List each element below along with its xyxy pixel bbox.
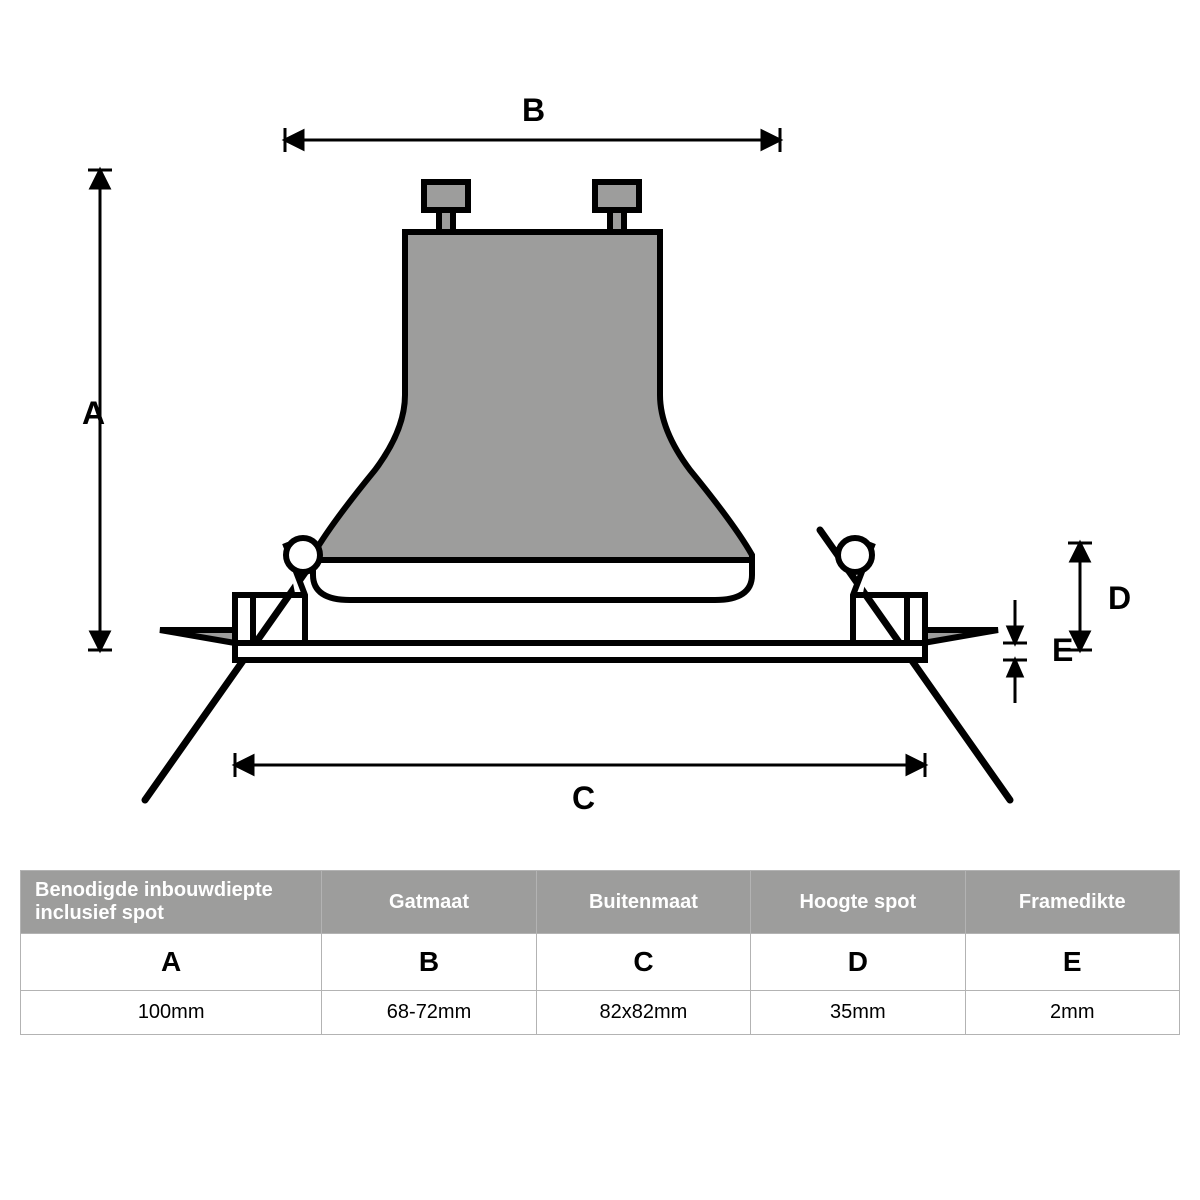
- technical-diagram: A B C D E: [0, 0, 1200, 870]
- cell-letter-D: D: [751, 934, 965, 991]
- col-header-B: Gatmaat: [322, 871, 536, 934]
- col-header-C: Buitenmaat: [536, 871, 750, 934]
- cell-letter-E: E: [965, 934, 1179, 991]
- cell-letter-C: C: [536, 934, 750, 991]
- cell-value-C: 82x82mm: [536, 991, 750, 1035]
- cell-value-B: 68-72mm: [322, 991, 536, 1035]
- cell-letter-B: B: [322, 934, 536, 991]
- col-header-D: Hoogte spot: [751, 871, 965, 934]
- table-value-row: 100mm 68-72mm 82x82mm 35mm 2mm: [21, 991, 1180, 1035]
- cell-value-A: 100mm: [21, 991, 322, 1035]
- cell-value-D: 35mm: [751, 991, 965, 1035]
- cell-letter-A: A: [21, 934, 322, 991]
- cell-value-E: 2mm: [965, 991, 1179, 1035]
- col-header-E: Framedikte: [965, 871, 1179, 934]
- table-letter-row: A B C D E: [21, 934, 1180, 991]
- dimension-table: Benodigde inbouwdiepte inclusief spot Ga…: [20, 870, 1180, 1035]
- table-header-row: Benodigde inbouwdiepte inclusief spot Ga…: [21, 871, 1180, 934]
- diagram-svg: [0, 0, 1200, 870]
- col-header-A: Benodigde inbouwdiepte inclusief spot: [21, 871, 322, 934]
